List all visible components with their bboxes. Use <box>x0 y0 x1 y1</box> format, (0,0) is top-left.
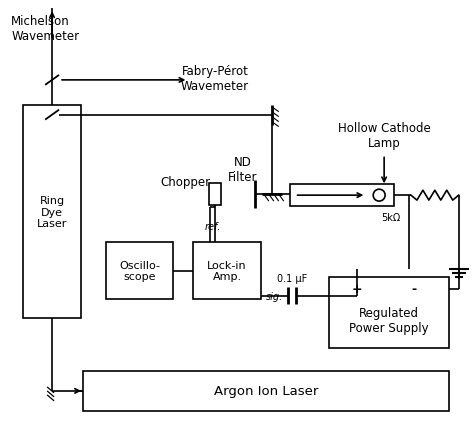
Bar <box>209 184 221 205</box>
Text: ND
Filter: ND Filter <box>228 156 258 184</box>
Bar <box>106 242 173 300</box>
Bar <box>83 371 449 411</box>
Bar <box>290 185 394 207</box>
Bar <box>23 106 81 318</box>
Text: Hollow Cathode
Lamp: Hollow Cathode Lamp <box>338 121 430 149</box>
Text: ref.: ref. <box>204 222 220 231</box>
Text: Regulated
Power Supply: Regulated Power Supply <box>349 307 429 335</box>
Text: sig.: sig. <box>266 291 283 301</box>
Text: Fabry-Pérot
Wavemeter: Fabry-Pérot Wavemeter <box>181 65 249 93</box>
Text: Argon Ion Laser: Argon Ion Laser <box>214 385 318 398</box>
Text: Ring
Dye
Laser: Ring Dye Laser <box>37 195 67 229</box>
Text: 0.1 μF: 0.1 μF <box>276 273 307 283</box>
Text: Oscillo-
scope: Oscillo- scope <box>119 260 160 282</box>
Text: Michelson
Wavemeter: Michelson Wavemeter <box>11 15 80 43</box>
Text: Lock-in
Amp.: Lock-in Amp. <box>207 260 247 282</box>
Bar <box>329 277 449 348</box>
Bar <box>193 242 261 300</box>
Text: -: - <box>411 283 417 295</box>
Text: +: + <box>352 283 363 295</box>
Text: 5kΩ: 5kΩ <box>381 212 401 223</box>
Text: Chopper: Chopper <box>160 175 210 188</box>
